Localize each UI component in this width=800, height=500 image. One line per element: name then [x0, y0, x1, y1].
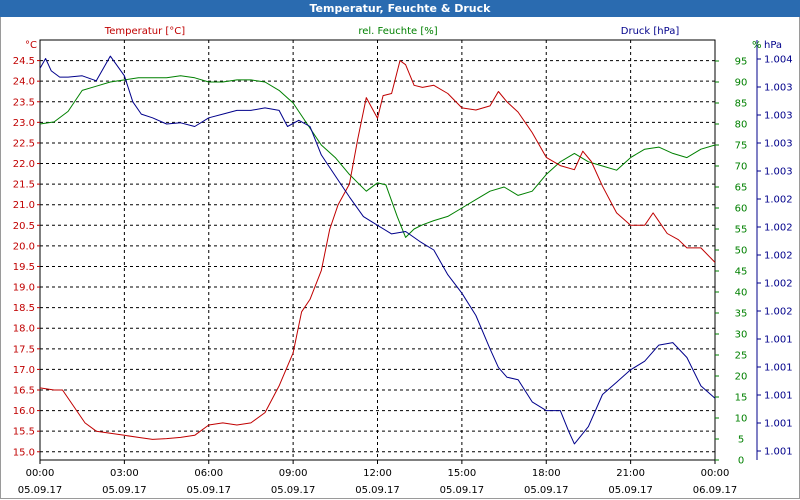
temperature-tick-label: 21.5 — [13, 180, 35, 191]
temperature-tick-label: 20.0 — [13, 241, 35, 252]
temperature-tick-label: 19.0 — [13, 283, 35, 294]
temperature-tick-label: 17.0 — [13, 365, 35, 376]
temperature-tick-label: 20.5 — [13, 221, 35, 232]
humidity-tick-label: 25 — [735, 351, 748, 362]
pressure-tick-label: 1.003 — [764, 167, 793, 178]
temperature-tick-label: 19.5 — [13, 262, 35, 273]
pressure-tick-label: 1.001 — [764, 391, 793, 402]
pressure-axis-title: Druck [hPa] — [621, 26, 680, 37]
x-tick-date: 05.09.17 — [102, 485, 147, 496]
temperature-axis-unit: °C — [25, 40, 37, 51]
pressure-tick-label: 1.002 — [764, 195, 793, 206]
temperature-axis-title: Temperatur [°C] — [104, 26, 185, 37]
humidity-tick-label: 80 — [735, 120, 748, 131]
humidity-axis-title: rel. Feuchte [%] — [358, 26, 437, 37]
x-tick-time: 00:00 — [701, 468, 730, 479]
temperature-tick-label: 17.5 — [13, 344, 35, 355]
temperature-tick-label: 24.5 — [13, 56, 35, 67]
temperature-tick-label: 18.0 — [13, 324, 35, 335]
temperature-tick-label: 22.0 — [13, 159, 35, 170]
pressure-tick-label: 1.002 — [764, 279, 793, 290]
x-tick-time: 03:00 — [110, 468, 139, 479]
humidity-axis-unit: % — [752, 40, 762, 51]
temperature-tick-label: 23.0 — [13, 118, 35, 129]
pressure-tick-label: 1.004 — [764, 55, 793, 66]
pressure-tick-label: 1.001 — [764, 335, 793, 346]
humidity-tick-label: 30 — [735, 330, 748, 341]
x-tick-time: 12:00 — [363, 468, 392, 479]
humidity-tick-label: 85 — [735, 99, 748, 110]
x-tick-time: 09:00 — [279, 468, 308, 479]
humidity-tick-label: 60 — [735, 204, 748, 215]
humidity-tick-label: 95 — [735, 57, 748, 68]
humidity-tick-label: 0 — [738, 456, 744, 467]
x-tick-date: 05.09.17 — [608, 485, 653, 496]
series — [39, 55, 716, 445]
pressure-tick-label: 1.002 — [764, 223, 793, 234]
x-tick-time: 21:00 — [616, 468, 645, 479]
x-tick-date: 05.09.17 — [271, 485, 316, 496]
temperature-tick-label: 15.0 — [13, 447, 35, 458]
temperature-tick-label: 18.5 — [13, 303, 35, 314]
humidity-tick-label: 35 — [735, 309, 748, 320]
temperature-tick-label: 23.5 — [13, 97, 35, 108]
pressure-tick-label: 1.001 — [764, 363, 793, 374]
x-tick-date: 05.09.17 — [18, 485, 63, 496]
humidity-tick-label: 70 — [735, 162, 748, 173]
humidity-tick-label: 55 — [735, 225, 748, 236]
humidity-tick-label: 5 — [738, 435, 744, 446]
humidity-tick-label: 75 — [735, 141, 748, 152]
temperature-tick-label: 15.5 — [13, 427, 35, 438]
x-tick-date: 05.09.17 — [355, 485, 400, 496]
humidity-tick-label: 10 — [735, 414, 748, 425]
pressure-series-line — [39, 55, 716, 445]
temperature-tick-label: 22.5 — [13, 138, 35, 149]
pressure-tick-label: 1.003 — [764, 83, 793, 94]
chart-title: Temperatur, Feuchte & Druck — [0, 0, 800, 17]
temperature-tick-label: 24.0 — [13, 77, 35, 88]
x-tick-time: 06:00 — [194, 468, 223, 479]
temperature-tick-label: 21.0 — [13, 200, 35, 211]
x-tick-time: 15:00 — [447, 468, 476, 479]
pressure-tick-label: 1.003 — [764, 139, 793, 150]
x-tick-date: 05.09.17 — [440, 485, 485, 496]
humidity-tick-label: 65 — [735, 183, 748, 194]
grid — [40, 40, 715, 460]
pressure-axis-unit: hPa — [764, 40, 782, 51]
x-tick-date: 06.09.17 — [693, 485, 738, 496]
humidity-tick-label: 45 — [735, 267, 748, 278]
humidity-series-line — [39, 75, 716, 238]
pressure-tick-label: 1.001 — [764, 419, 793, 430]
pressure-tick-label: 1.002 — [764, 307, 793, 318]
humidity-tick-label: 40 — [735, 288, 748, 299]
temperature-tick-label: 16.5 — [13, 386, 35, 397]
axes: 00:00 05.09.17 03:00 05.09.17 06:00 05.09.17 0… — [13, 40, 793, 496]
x-tick-date: 05.09.17 — [524, 485, 569, 496]
pressure-tick-label: 1.003 — [764, 111, 793, 122]
humidity-tick-label: 90 — [735, 78, 748, 89]
pressure-tick-label: 1.002 — [764, 251, 793, 262]
humidity-tick-label: 50 — [735, 246, 748, 257]
x-tick-time: 18:00 — [532, 468, 561, 479]
temperature-series-line — [39, 60, 716, 440]
pressure-tick-label: 1.001 — [764, 447, 793, 458]
humidity-tick-label: 15 — [735, 393, 748, 404]
x-tick-time: 00:00 — [26, 468, 55, 479]
x-tick-date: 05.09.17 — [186, 485, 231, 496]
temperature-tick-label: 16.0 — [13, 406, 35, 417]
humidity-tick-label: 20 — [735, 372, 748, 383]
